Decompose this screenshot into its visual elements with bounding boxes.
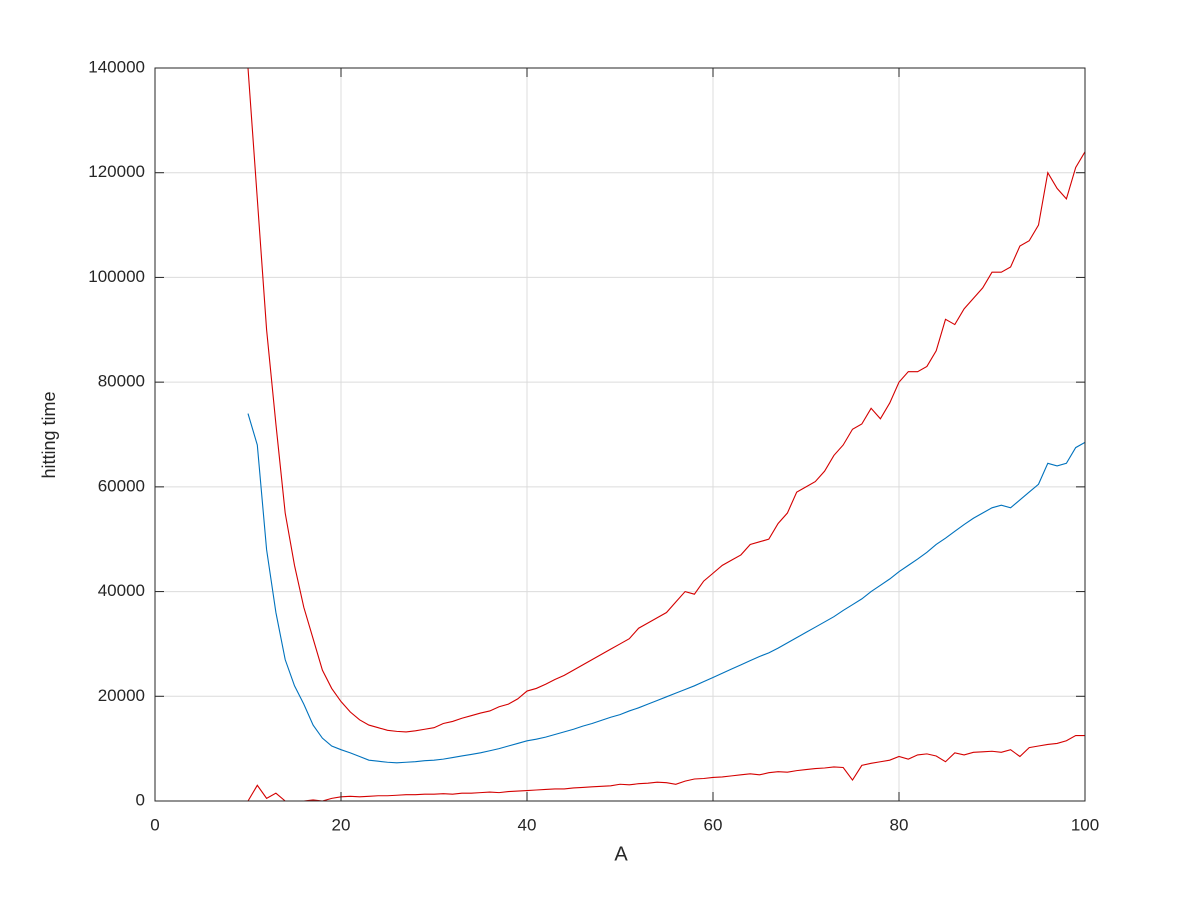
series-line <box>247 67 1085 733</box>
x-tick-label: 40 <box>518 815 537 834</box>
x-tick-label: 60 <box>704 815 723 834</box>
plot-area <box>155 68 1085 801</box>
y-axis-label: hitting time <box>39 391 59 478</box>
series-line <box>247 735 1085 801</box>
x-axis-label: A <box>614 843 628 865</box>
y-tick-label: 20000 <box>98 686 145 705</box>
x-tick-label: 80 <box>890 815 909 834</box>
y-tick-label: 80000 <box>98 372 145 391</box>
y-tick-label: 100000 <box>88 267 145 286</box>
y-tick-label: 60000 <box>98 476 145 495</box>
ticks: 0 20 40 60 80 100 0 20000 40000 60000 80000 100000 1… <box>88 57 1099 834</box>
y-tick-label: 0 <box>136 790 145 809</box>
series-line <box>247 413 1085 764</box>
x-tick-label: 0 <box>150 815 159 834</box>
x-tick-label: 100 <box>1071 815 1099 834</box>
axes-box <box>154 67 1086 802</box>
y-tick-label: 40000 <box>98 581 145 600</box>
y-tick-label: 140000 <box>88 57 145 76</box>
lines <box>247 67 1085 801</box>
y-tick-label: 120000 <box>88 162 145 181</box>
x-tick-label: 20 <box>332 815 351 834</box>
